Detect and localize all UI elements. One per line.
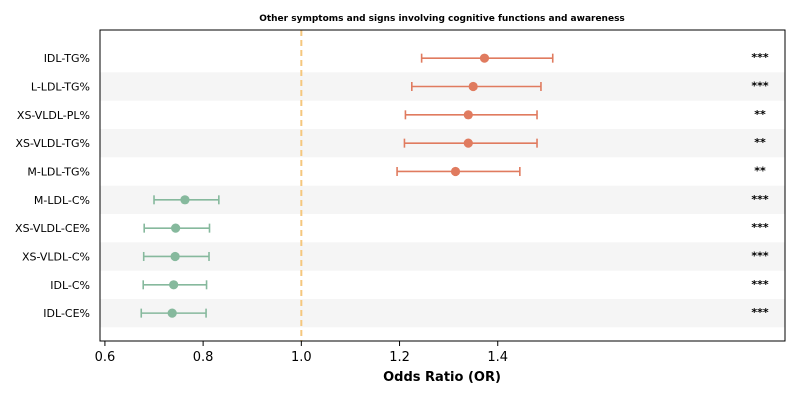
- or-point: [450, 166, 461, 177]
- or-point: [180, 195, 190, 205]
- data-rows: IDL-TG% ***L-LDL-TG% ***XS-VLDL-PL% **XS-VL…: [15, 51, 769, 320]
- or-point: [468, 81, 478, 92]
- row-band: [100, 298, 785, 328]
- x-tick-label: 0.6: [95, 350, 116, 365]
- significance-label: ***: [751, 193, 769, 206]
- x-tick-label: 1.2: [389, 350, 410, 365]
- or-point: [169, 280, 179, 290]
- row-label: M-LDL-C%: [34, 194, 90, 207]
- or-point: [463, 110, 473, 120]
- significance-label: ***: [751, 221, 769, 234]
- row-label: IDL-C%: [50, 279, 90, 292]
- significance-label: ***: [751, 249, 769, 262]
- x-tick-label: 1.4: [487, 350, 508, 365]
- significance-label: **: [754, 164, 766, 177]
- chart-title: Other symptoms and signs involving cogni…: [259, 14, 625, 24]
- forest-row: L-LDL-TG% ***: [31, 79, 769, 93]
- forest-row: XS-VLDL-PL% **: [17, 108, 766, 122]
- or-point: [170, 251, 180, 262]
- x-axis: 0.6 0.8 1.0 1.2 1.4: [95, 341, 508, 365]
- row-label: XS-VLDL-TG%: [15, 137, 90, 150]
- row-label: XS-VLDL-PL%: [17, 109, 90, 122]
- plot-frame: [99, 29, 786, 342]
- row-label: XS-VLDL-CE%: [15, 222, 90, 235]
- x-tick-label: 1.0: [291, 350, 312, 365]
- row-label: IDL-TG%: [44, 52, 90, 65]
- significance-label: ***: [751, 79, 769, 92]
- forest-row: M-LDL-TG% **: [27, 164, 766, 178]
- forest-row: IDL-CE% ***: [43, 306, 769, 320]
- or-point: [463, 138, 473, 148]
- forest-row: XS-VLDL-CE% ***: [15, 221, 769, 235]
- significance-label: ***: [751, 306, 769, 319]
- significance-label: **: [754, 108, 766, 121]
- or-point: [167, 308, 177, 318]
- significance-label: ***: [751, 278, 769, 291]
- x-tick-label: 0.8: [193, 350, 214, 365]
- forest-row: XS-VLDL-TG% **: [15, 136, 766, 150]
- significance-label: **: [754, 136, 766, 149]
- row-label: M-LDL-TG%: [27, 165, 90, 178]
- forest-row: IDL-C% ***: [50, 278, 769, 292]
- row-band: [100, 242, 785, 271]
- or-point: [479, 53, 490, 63]
- forest-row: IDL-TG% ***: [44, 51, 769, 65]
- forest-row: XS-VLDL-C% ***: [22, 249, 769, 263]
- row-label: L-LDL-TG%: [31, 80, 90, 93]
- or-point: [171, 223, 181, 233]
- significance-label: ***: [751, 51, 769, 64]
- x-axis-label: Odds Ratio (OR): [383, 370, 501, 385]
- forest-row: M-LDL-C% ***: [34, 193, 769, 207]
- row-label: XS-VLDL-C%: [22, 250, 90, 263]
- row-label: IDL-CE%: [43, 307, 90, 320]
